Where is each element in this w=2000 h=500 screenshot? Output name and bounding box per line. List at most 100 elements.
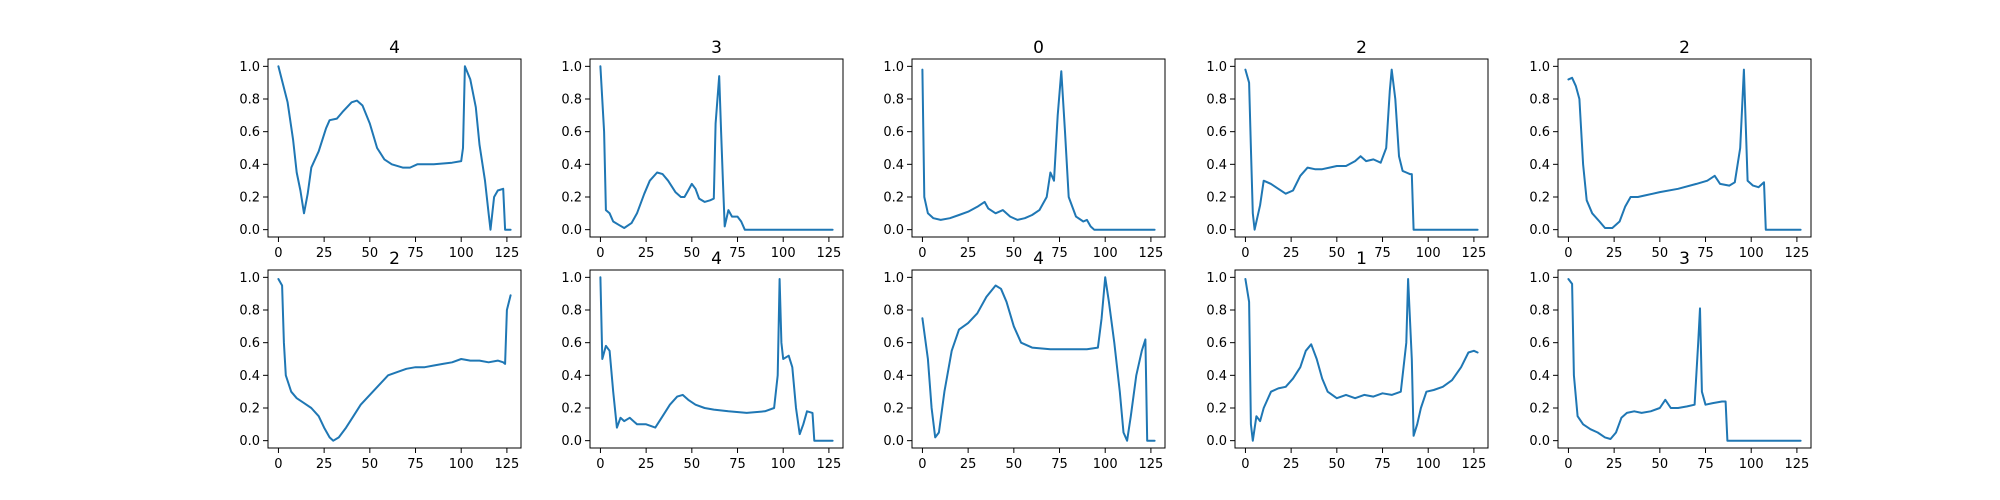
y-tick-label: 0.8 — [883, 93, 904, 108]
panel-title: 0 — [1033, 38, 1044, 58]
y-tick-label: 0.2 — [1529, 190, 1550, 205]
x-tick-label: 100 — [1416, 246, 1441, 261]
x-tick-label: 75 — [1374, 246, 1391, 261]
y-tick-label: 0.0 — [883, 223, 904, 238]
y-tick-label: 1.0 — [1206, 271, 1227, 286]
x-tick-label: 25 — [960, 246, 977, 261]
x-tick-label: 50 — [684, 457, 701, 472]
panel-8: 0 25 50 75 100 125 0.0 0.2 0.4 0.6 0.8 1.0 4 — [883, 249, 1166, 472]
y-tick-label: 0.2 — [561, 401, 582, 416]
y-tick-label: 0.8 — [1529, 93, 1550, 108]
x-tick-label: 50 — [1006, 457, 1023, 472]
x-tick-label: 125 — [816, 246, 841, 261]
x-tick-label: 50 — [1006, 246, 1023, 261]
panel-1: 0 25 50 75 100 125 0.0 0.2 0.4 0.6 0.8 1.0 4 — [239, 38, 522, 261]
y-tick-label: 0.2 — [561, 190, 582, 205]
y-tick-label: 1.0 — [1529, 60, 1550, 75]
panel-7: 0 25 50 75 100 125 0.0 0.2 0.4 0.6 0.8 1.0 4 — [561, 249, 844, 472]
axes-frame — [1557, 58, 1812, 238]
x-tick-label: 75 — [729, 246, 746, 261]
y-tick-label: 0.4 — [1206, 158, 1227, 173]
x-tick-label: 0 — [596, 457, 604, 472]
x-tick-label: 0 — [1241, 457, 1249, 472]
x-tick-label: 0 — [918, 457, 926, 472]
x-tick-label: 100 — [1739, 457, 1764, 472]
axes-frame — [589, 58, 844, 238]
y-tick-label: 0.6 — [239, 125, 260, 140]
axes-frame — [1234, 269, 1489, 449]
y-tick-label: 0.2 — [1206, 401, 1227, 416]
y-tick-label: 0.0 — [239, 434, 260, 449]
x-tick-label: 100 — [1416, 457, 1441, 472]
x-tick-label: 25 — [316, 246, 333, 261]
y-tick-label: 0.8 — [1206, 304, 1227, 319]
x-tick-label: 75 — [1374, 457, 1391, 472]
x-tick-label: 0 — [1564, 457, 1572, 472]
y-tick-label: 0.8 — [239, 93, 260, 108]
y-tick-label: 1.0 — [239, 60, 260, 75]
x-tick-label: 25 — [316, 457, 333, 472]
x-tick-label: 25 — [1606, 246, 1623, 261]
axes-frame — [1557, 269, 1812, 449]
series-line — [1567, 278, 1802, 442]
y-tick-label: 0.2 — [239, 190, 260, 205]
x-tick-label: 50 — [1329, 457, 1346, 472]
x-tick-label: 125 — [1138, 246, 1163, 261]
x-tick-label: 125 — [816, 457, 841, 472]
panel-4: 0 25 50 75 100 125 0.0 0.2 0.4 0.6 0.8 1.0 2 — [1206, 38, 1489, 261]
y-tick-label: 0.6 — [1206, 336, 1227, 351]
axes-frame — [911, 58, 1166, 238]
y-tick-label: 0.4 — [1529, 369, 1550, 384]
series-line — [277, 278, 512, 442]
panel-title: 2 — [389, 249, 400, 269]
x-tick-label: 100 — [449, 457, 474, 472]
y-tick-label: 0.6 — [1206, 125, 1227, 140]
x-tick-label: 100 — [449, 246, 474, 261]
panel-9: 0 25 50 75 100 125 0.0 0.2 0.4 0.6 0.8 1.0 1 — [1206, 249, 1489, 472]
y-tick-label: 0.2 — [883, 190, 904, 205]
panel-title: 4 — [1033, 249, 1044, 269]
panel-title: 2 — [1356, 38, 1367, 58]
series-line — [921, 276, 1156, 442]
x-tick-label: 75 — [1051, 246, 1068, 261]
x-tick-label: 0 — [274, 457, 282, 472]
y-tick-label: 0.4 — [561, 369, 582, 384]
y-tick-label: 0.8 — [883, 304, 904, 319]
y-tick-label: 0.6 — [1529, 336, 1550, 351]
axes-frame — [267, 58, 522, 238]
y-tick-label: 0.8 — [1206, 93, 1227, 108]
y-tick-label: 0.6 — [883, 336, 904, 351]
y-tick-label: 0.0 — [1206, 223, 1227, 238]
x-tick-label: 25 — [638, 246, 655, 261]
x-tick-label: 25 — [1283, 246, 1300, 261]
y-tick-label: 1.0 — [1529, 271, 1550, 286]
y-tick-label: 0.6 — [561, 125, 582, 140]
y-tick-label: 0.0 — [1529, 434, 1550, 449]
y-tick-label: 0.0 — [1529, 223, 1550, 238]
y-tick-label: 0.8 — [239, 304, 260, 319]
panel-5: 0 25 50 75 100 125 0.0 0.2 0.4 0.6 0.8 1.0 2 — [1529, 38, 1812, 261]
x-tick-label: 0 — [596, 246, 604, 261]
x-tick-label: 0 — [1241, 246, 1249, 261]
x-tick-label: 125 — [1138, 457, 1163, 472]
panel-title: 3 — [711, 38, 722, 58]
y-tick-label: 0.8 — [561, 304, 582, 319]
x-tick-label: 75 — [1697, 246, 1714, 261]
y-tick-label: 0.8 — [561, 93, 582, 108]
y-tick-label: 0.6 — [883, 125, 904, 140]
y-tick-label: 0.0 — [239, 223, 260, 238]
y-tick-label: 0.0 — [1206, 434, 1227, 449]
x-tick-label: 75 — [407, 246, 424, 261]
series-line — [1244, 278, 1479, 442]
x-tick-label: 125 — [1461, 246, 1486, 261]
y-tick-label: 1.0 — [561, 271, 582, 286]
panel-6: 0 25 50 75 100 125 0.0 0.2 0.4 0.6 0.8 1.0 2 — [239, 249, 522, 472]
y-tick-label: 1.0 — [561, 60, 582, 75]
axes-frame — [911, 269, 1166, 449]
x-tick-label: 125 — [494, 246, 519, 261]
y-tick-label: 1.0 — [883, 271, 904, 286]
series-line — [921, 68, 1156, 231]
y-tick-label: 1.0 — [883, 60, 904, 75]
y-tick-label: 0.8 — [1529, 304, 1550, 319]
